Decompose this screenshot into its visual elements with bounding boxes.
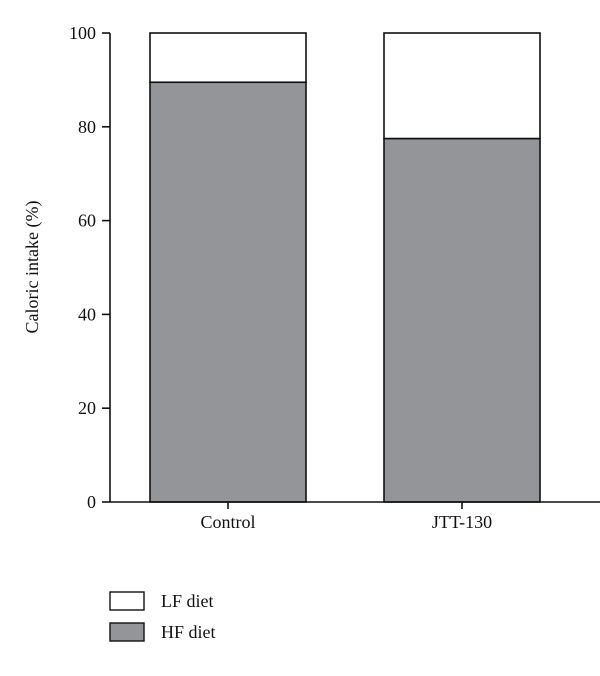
legend-label-lf-diet: LF diet [161, 591, 214, 611]
y-tick-label-60: 60 [78, 211, 96, 231]
legend-swatch-lf-diet [109, 591, 145, 611]
legend-label-hf-diet: HF diet [161, 622, 216, 642]
bars-group [149, 32, 541, 503]
y-tick-label-40: 40 [78, 304, 96, 324]
bar-control-hf-diet [149, 81, 307, 503]
bar-jtt-130-hf-diet [383, 137, 541, 503]
bar-jtt-130-lf-diet [383, 32, 541, 140]
bar-control-lf-diet [149, 32, 307, 84]
y-tick-label-80: 80 [78, 117, 96, 137]
y-tick-label-0: 0 [87, 492, 96, 512]
legend: LF diet HF diet [109, 591, 216, 642]
axes-group: 0 20 40 60 80 100 Control JTT-130 [69, 23, 600, 532]
x-tick-label-control: Control [200, 512, 255, 532]
y-tick-label-20: 20 [78, 398, 96, 418]
x-tick-label-jtt-130: JTT-130 [432, 512, 492, 532]
y-tick-label-100: 100 [69, 23, 96, 43]
y-axis-title: Caloric intake (%) [22, 201, 43, 334]
legend-swatch-hf-diet [109, 622, 145, 642]
